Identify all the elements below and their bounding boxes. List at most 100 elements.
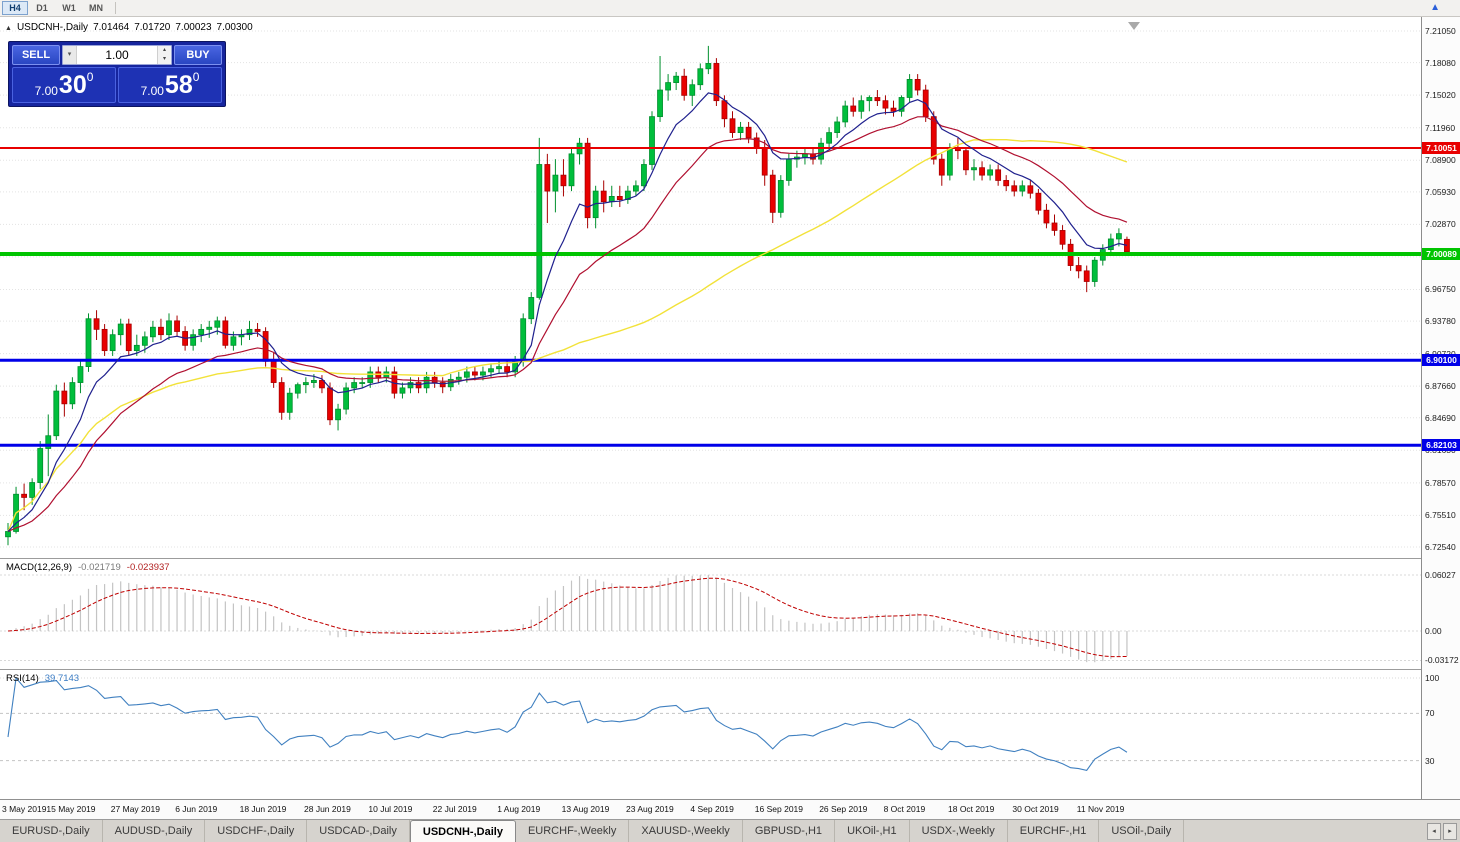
timeframe-mn-button[interactable]: MN	[83, 1, 109, 15]
volume-field[interactable]: ▾ ▴▾	[62, 45, 172, 65]
rsi-label: RSI(14) 39.7143	[6, 673, 85, 684]
macd-name: MACD(12,26,9)	[6, 562, 72, 573]
date-tick-label: 27 May 2019	[110, 804, 160, 814]
date-tick-label: 22 Jul 2019	[432, 804, 477, 814]
axis-tick-label: 6.90720	[1425, 349, 1456, 359]
axis-tick-label: 6.96750	[1425, 284, 1456, 295]
buy-price-base: 7.00	[140, 84, 164, 98]
quote-high: 7.01720	[134, 22, 171, 33]
volume-dropdown-icon[interactable]: ▾	[63, 46, 77, 64]
tabs-scroll-right-icon[interactable]: ▸	[1443, 823, 1457, 840]
date-tick-label: 23 Aug 2019	[626, 804, 674, 814]
chart-tab-usdx-weekly[interactable]: USDX-,Weekly	[910, 820, 1008, 842]
chart-tab-audusd-daily[interactable]: AUDUSD-,Daily	[103, 820, 206, 842]
date-tick-label: 18 Oct 2019	[948, 804, 995, 814]
chart-tab-ukoil-h1[interactable]: UKOil-,H1	[835, 820, 910, 842]
level-price-badge: 6.82103	[1422, 439, 1460, 452]
axis-tick-label: 7.02870	[1425, 219, 1456, 230]
rsi-value: 39.7143	[44, 673, 80, 684]
macd-signal-value: -0.023937	[126, 562, 170, 573]
chart-tab-gbpusd-h1[interactable]: GBPUSD-,H1	[743, 820, 836, 842]
chart-tab-eurusd-daily[interactable]: EURUSD-,Daily	[0, 820, 103, 842]
timeframe-toolbar: H4 D1 W1 MN ▲	[0, 0, 1460, 17]
sell-price-base: 7.00	[34, 84, 58, 98]
chart-tabs-bar: EURUSD-,Daily AUDUSD-,Daily USDCHF-,Daily U…	[0, 819, 1460, 842]
axis-tick-label: 7.18080	[1425, 57, 1456, 68]
price-axis[interactable]: 7.21050 7.18080 7.15020 7.11960 7.08900 7.059…	[1421, 17, 1460, 799]
chart-tab-usoil-daily[interactable]: USOil-,Daily	[1099, 820, 1185, 842]
quote-bar: ▲ USDCNH-,Daily 7.01464 7.01720 7.00023 7.003…	[5, 22, 258, 33]
timeframe-h4-button[interactable]: H4	[2, 1, 28, 15]
chart-tab-usdcnh-daily[interactable]: USDCNH-,Daily	[409, 820, 516, 842]
sell-price-frac: 0	[86, 70, 94, 84]
date-tick-label: 10 Jul 2019	[368, 804, 413, 814]
date-tick-label: 26 Sep 2019	[819, 804, 868, 814]
axis-tick-label: 100	[1425, 673, 1440, 683]
date-tick-label: 3 May 2019	[2, 804, 47, 814]
date-tick-label: 28 Jun 2019	[304, 804, 351, 814]
sell-button[interactable]: SELL	[12, 45, 60, 65]
buy-price-frac: 0	[192, 70, 200, 84]
tab-scroll-buttons: ◂ ▸	[1427, 823, 1457, 840]
buy-button[interactable]: BUY	[174, 45, 222, 65]
chart-tabs: EURUSD-,Daily AUDUSD-,Daily USDCHF-,Daily U…	[0, 820, 1460, 842]
date-tick-label: 11 Nov 2019	[1076, 804, 1125, 814]
axis-tick-label: 6.84690	[1425, 412, 1456, 423]
main-chart-canvas[interactable]	[0, 17, 1421, 558]
axis-tick-label: 6.93780	[1425, 316, 1456, 327]
axis-tick-label: 7.21050	[1425, 26, 1456, 36]
chart-tab-xauusd-weekly[interactable]: XAUUSD-,Weekly	[629, 820, 743, 842]
axis-tick-label: 7.11960	[1425, 122, 1456, 133]
date-tick-label: 30 Oct 2019	[1012, 804, 1059, 814]
level-price-badge: 7.00089	[1422, 247, 1460, 260]
buy-price-pips: 58	[164, 70, 193, 99]
chart-area: ▲ USDCNH-,Daily 7.01464 7.01720 7.00023 7.003…	[0, 17, 1460, 819]
tabs-scroll-left-icon[interactable]: ◂	[1427, 823, 1441, 840]
level-price-badge: 7.10051	[1422, 141, 1460, 154]
volume-decrease-icon[interactable]: ▾	[158, 55, 171, 64]
date-tick-label: 4 Sep 2019	[690, 804, 734, 814]
toolbar-scroll-up-icon[interactable]: ▲	[1430, 2, 1440, 13]
sell-price-pips: 30	[58, 70, 87, 99]
axis-tick-label: 7.15020	[1425, 90, 1456, 101]
axis-tick-label: 30	[1425, 755, 1435, 766]
toolbar-divider	[115, 2, 116, 14]
axis-tick-label: 0.06027	[1425, 570, 1456, 580]
time-axis[interactable]: 3 May 2019 15 May 2019 27 May 2019 6 Jun 20…	[0, 799, 1460, 819]
timeframe-d1-button[interactable]: D1	[29, 1, 55, 15]
axis-tick-label: 7.05930	[1425, 186, 1456, 197]
timeframe-w1-button[interactable]: W1	[56, 1, 82, 15]
level-price-badge: 6.90100	[1422, 354, 1460, 367]
volume-spinner: ▴ ▾	[157, 46, 171, 64]
volume-increase-icon[interactable]: ▴	[158, 46, 171, 55]
date-tick-label: 6 Jun 2019	[175, 804, 218, 814]
sell-price-display[interactable]: 7.00 30 0	[12, 67, 116, 103]
quote-open: 7.01464	[93, 22, 130, 33]
axis-tick-label: 6.78570	[1425, 477, 1456, 488]
date-tick-label: 1 Aug 2019	[497, 804, 541, 814]
rsi-name: RSI(14)	[6, 673, 39, 684]
quote-close: 7.00300	[216, 22, 253, 33]
quote-symbol: USDCNH-,Daily	[16, 22, 89, 33]
axis-tick-label: 6.75510	[1425, 510, 1456, 521]
macd-value: -0.021719	[78, 562, 121, 573]
buy-price-display[interactable]: 7.00 58 0	[118, 67, 222, 103]
macd-panel-separator[interactable]	[0, 558, 1460, 559]
axis-tick-label: 7.08900	[1425, 155, 1456, 166]
date-tick-label: 13 Aug 2019	[561, 804, 610, 814]
chart-tab-usdcad-daily[interactable]: USDCAD-,Daily	[307, 820, 410, 842]
rsi-panel-separator[interactable]	[0, 669, 1460, 670]
axis-tick-label: 6.72540	[1425, 542, 1456, 552]
chart-tab-usdchf-daily[interactable]: USDCHF-,Daily	[205, 820, 308, 842]
rsi-panel-canvas[interactable]	[0, 670, 1421, 798]
axis-tick-label: 70	[1425, 708, 1435, 719]
date-tick-label: 16 Sep 2019	[754, 804, 804, 814]
macd-panel-canvas[interactable]	[0, 559, 1421, 669]
volume-input[interactable]	[77, 46, 157, 64]
date-tick-label: 18 Jun 2019	[239, 804, 287, 814]
date-tick-label: 8 Oct 2019	[883, 804, 926, 814]
chart-tab-eurchf-weekly[interactable]: EURCHF-,Weekly	[516, 820, 630, 842]
quote-low: 7.00023	[175, 22, 212, 33]
chart-tab-eurchf-h1[interactable]: EURCHF-,H1	[1008, 820, 1100, 842]
